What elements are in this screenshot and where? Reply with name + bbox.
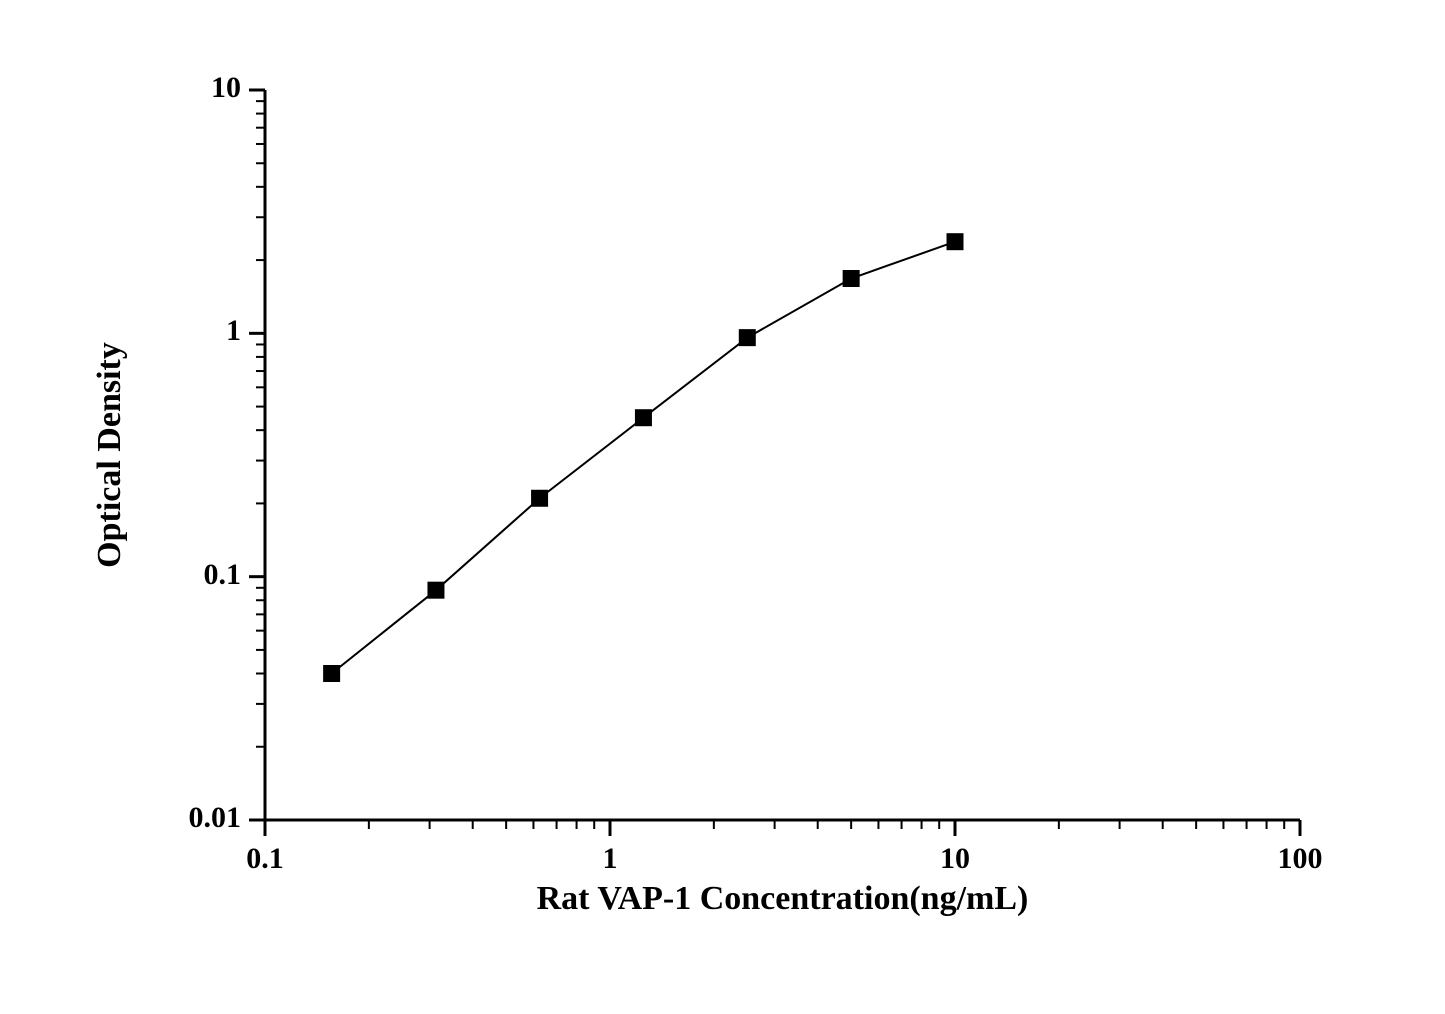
series-marker <box>739 330 755 346</box>
series-marker <box>843 271 859 287</box>
series-line <box>332 242 955 674</box>
x-tick-label: 100 <box>1278 842 1323 876</box>
series-marker <box>635 410 651 426</box>
series-marker <box>947 234 963 250</box>
y-tick-label: 10 <box>211 71 241 105</box>
y-tick-label: 0.01 <box>189 801 242 835</box>
x-tick-label: 0.1 <box>246 842 284 876</box>
y-tick-label: 1 <box>226 314 241 348</box>
series-marker <box>324 665 340 681</box>
x-tick-label: 1 <box>603 842 618 876</box>
y-tick-label: 0.1 <box>204 558 242 592</box>
chart-container: Optical Density Rat VAP-1 Concentration(… <box>0 0 1445 1009</box>
chart-svg <box>0 0 1445 1009</box>
y-axis-label: Optical Density <box>91 342 129 568</box>
series-marker <box>532 490 548 506</box>
x-axis-label: Rat VAP-1 Concentration(ng/mL) <box>537 880 1029 918</box>
series-marker <box>428 582 444 598</box>
x-tick-label: 10 <box>940 842 970 876</box>
